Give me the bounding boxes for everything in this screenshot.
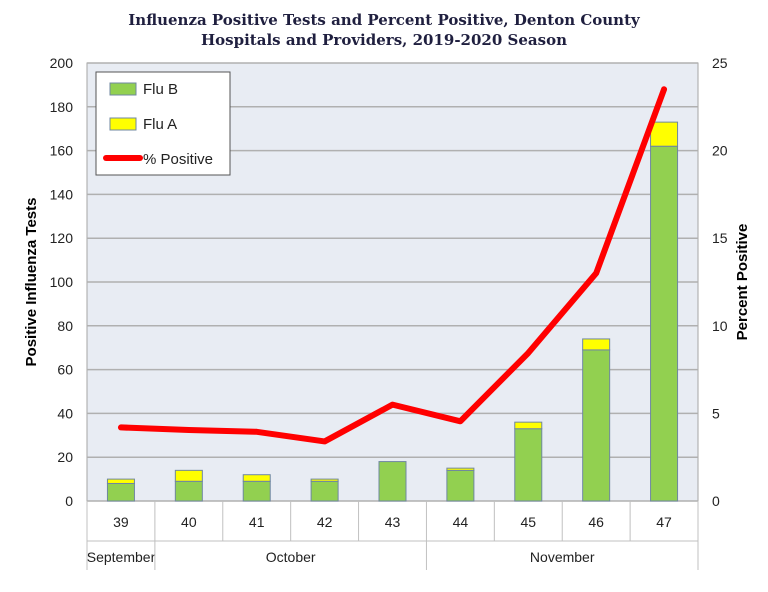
y-tick-label: 200 (50, 55, 74, 71)
legend-swatch-flu-a (109, 117, 137, 131)
y2-tick-label: 0 (712, 493, 720, 509)
title-line-1: Influenza Positive Tests and Percent Pos… (128, 11, 640, 29)
legend-label-flu-b: Flu B (143, 81, 178, 98)
bar-flu-b (106, 482, 135, 502)
y-tick-label: 40 (57, 405, 73, 421)
x-tick-label: 39 (113, 514, 129, 530)
bar-flu-a (582, 338, 611, 351)
bar-flu-a (310, 478, 339, 482)
month-label: September (87, 549, 156, 565)
bar-flu-b (582, 349, 611, 502)
bar-flu-b (446, 469, 475, 502)
y2-tick-label: 25 (712, 55, 728, 71)
bar-flu-a (242, 474, 271, 482)
bar-flu-a (514, 421, 543, 430)
y-tick-label: 160 (50, 143, 74, 159)
bar-flu-a (174, 469, 203, 482)
y-tick-label: 20 (57, 449, 73, 465)
y-tick-label: 120 (50, 230, 74, 246)
x-tick-label: 47 (656, 514, 672, 530)
title-line-2: Hospitals and Providers, 2019-2020 Seaso… (201, 31, 567, 49)
y-axis-label: Positive Influenza Tests (23, 198, 40, 367)
bar-flu-a (106, 478, 135, 484)
x-tick-label: 43 (385, 514, 401, 530)
y2-tick-label: 20 (712, 143, 728, 159)
y2-axis-label: Percent Positive (734, 224, 751, 341)
y-tick-label: 60 (57, 362, 73, 378)
y-tick-label: 0 (65, 493, 73, 509)
bar-flu-b (310, 480, 339, 502)
y-tick-label: 180 (50, 99, 74, 115)
x-tick-label: 40 (181, 514, 197, 530)
x-tick-label: 46 (588, 514, 604, 530)
legend-label-percent-positive: % Positive (143, 151, 213, 168)
y-tick-label: 140 (50, 186, 74, 202)
bar-flu-a (446, 467, 475, 471)
legend-swatch-flu-b (109, 82, 137, 96)
bar-flu-b (378, 461, 407, 502)
bar-flu-b (174, 480, 203, 502)
y2-tick-label: 5 (712, 405, 720, 421)
month-label: November (530, 549, 595, 565)
bar-flu-b (514, 428, 543, 502)
bar-flu-b (242, 480, 271, 502)
bar-flu-a (650, 121, 679, 147)
legend-label-flu-a: Flu A (143, 116, 177, 133)
y-tick-label: 80 (57, 318, 73, 334)
x-tick-label: 41 (249, 514, 265, 530)
chart-title: Influenza Positive Tests and Percent Pos… (0, 10, 768, 50)
bar-flu-b (650, 145, 679, 502)
month-label: October (266, 549, 316, 565)
y2-tick-label: 10 (712, 318, 728, 334)
x-tick-label: 44 (453, 514, 469, 530)
y2-tick-label: 15 (712, 230, 728, 246)
x-tick-label: 42 (317, 514, 333, 530)
x-tick-label: 45 (520, 514, 536, 530)
y-tick-label: 100 (50, 274, 74, 290)
